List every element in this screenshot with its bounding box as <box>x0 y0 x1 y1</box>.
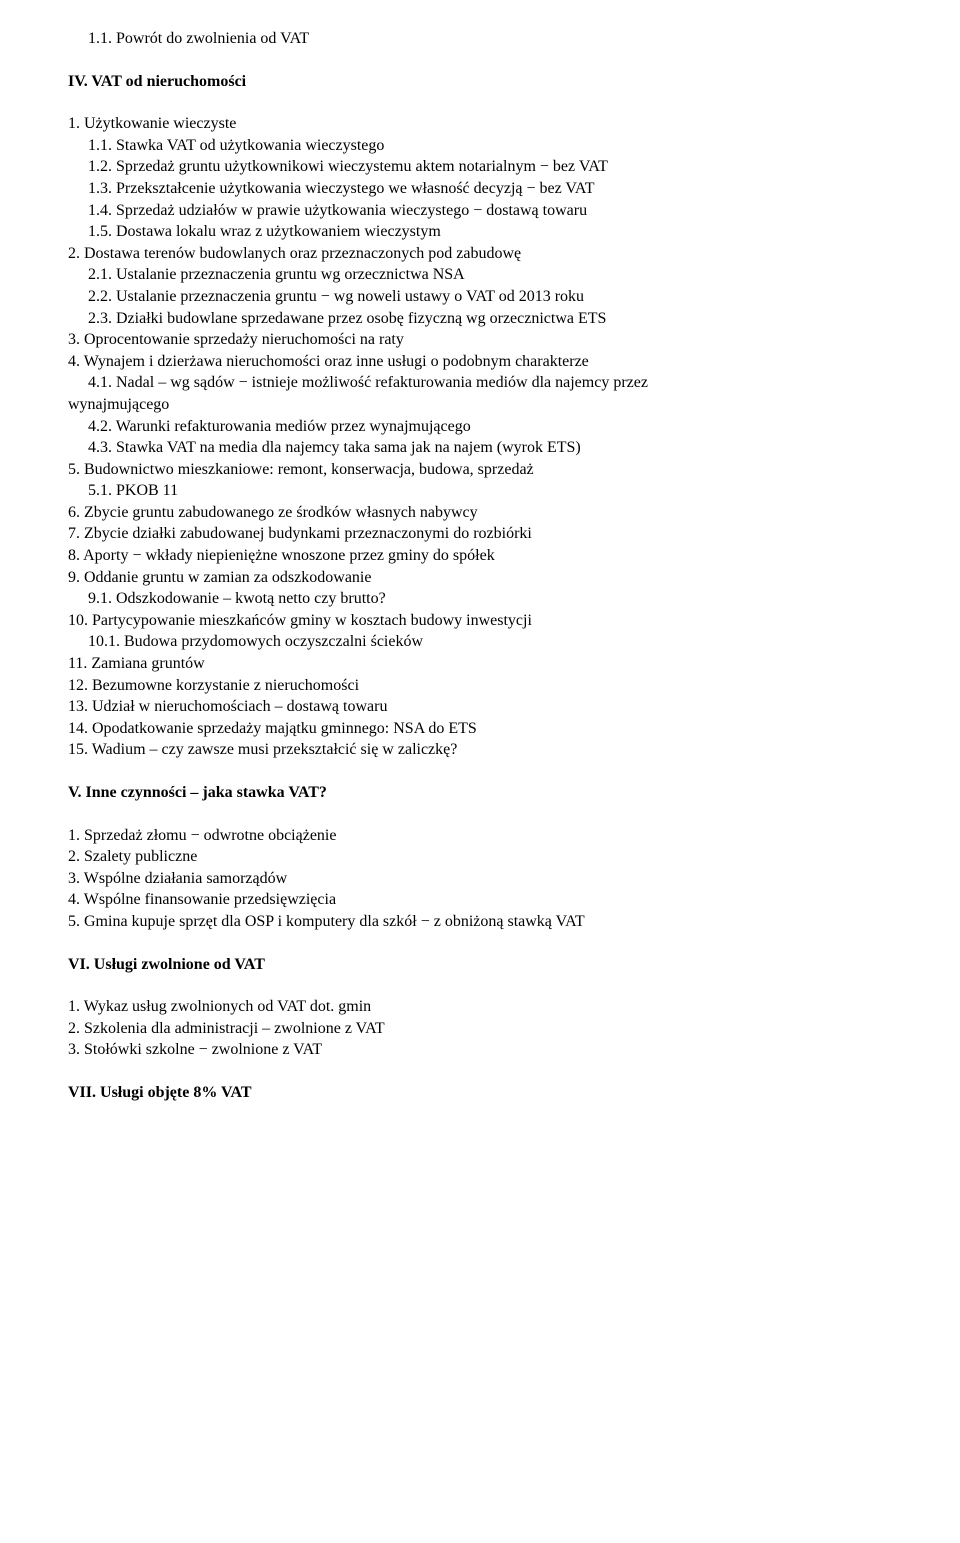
text-line: 10.1. Budowa przydomowych oczyszczalni ś… <box>68 631 940 653</box>
text-line: 14. Opodatkowanie sprzedaży majątku gmin… <box>68 718 940 740</box>
text-line: 1.1. Stawka VAT od użytkowania wieczyste… <box>68 135 940 157</box>
text-line: 9.1. Odszkodowanie – kwotą netto czy bru… <box>68 588 940 610</box>
text-line: 15. Wadium – czy zawsze musi przekształc… <box>68 739 940 761</box>
text-line: 3. Oprocentowanie sprzedaży nieruchomośc… <box>68 329 940 351</box>
text-line: 5. Budownictwo mieszkaniowe: remont, kon… <box>68 459 940 481</box>
text-line: 9. Oddanie gruntu w zamian za odszkodowa… <box>68 567 940 589</box>
blank-line <box>68 92 940 113</box>
blank-line <box>68 933 940 954</box>
text-line: 4.1. Nadal – wg sądów − istnieje możliwo… <box>68 372 940 394</box>
text-line: 2. Szkolenia dla administracji – zwolnio… <box>68 1018 940 1040</box>
text-line: 3. Wspólne działania samorządów <box>68 868 940 890</box>
text-line: 1. Użytkowanie wieczyste <box>68 113 940 135</box>
blank-line <box>68 761 940 782</box>
text-line: 7. Zbycie działki zabudowanej budynkami … <box>68 523 940 545</box>
text-line: 5. Gmina kupuje sprzęt dla OSP i kompute… <box>68 911 940 933</box>
section-heading: VI. Usługi zwolnione od VAT <box>68 954 940 976</box>
text-line: 3. Stołówki szkolne − zwolnione z VAT <box>68 1039 940 1061</box>
section-heading: VII. Usługi objęte 8% VAT <box>68 1082 940 1104</box>
text-line: 13. Udział w nieruchomościach – dostawą … <box>68 696 940 718</box>
text-line: 8. Aporty − wkłady niepieniężne wnoszone… <box>68 545 940 567</box>
text-line: 1. Wykaz usług zwolnionych od VAT dot. g… <box>68 996 940 1018</box>
blank-line <box>68 975 940 996</box>
text-line: 11. Zamiana gruntów <box>68 653 940 675</box>
text-line: 4. Wynajem i dzierżawa nieruchomości ora… <box>68 351 940 373</box>
blank-line <box>68 804 940 825</box>
section-heading: V. Inne czynności – jaka stawka VAT? <box>68 782 940 804</box>
text-line: 12. Bezumowne korzystanie z nieruchomośc… <box>68 675 940 697</box>
text-line: 2.3. Działki budowlane sprzedawane przez… <box>68 308 940 330</box>
blank-line <box>68 50 940 71</box>
text-line: 1. Sprzedaż złomu − odwrotne obciążenie <box>68 825 940 847</box>
document-body: 1.1. Powrót do zwolnienia od VAT IV. VAT … <box>68 28 940 1104</box>
text-line: 10. Partycypowanie mieszkańców gminy w k… <box>68 610 940 632</box>
text-line: 2.2. Ustalanie przeznaczenia gruntu − wg… <box>68 286 940 308</box>
text-line: 1.4. Sprzedaż udziałów w prawie użytkowa… <box>68 200 940 222</box>
text-line: 4. Wspólne finansowanie przedsięwzięcia <box>68 889 940 911</box>
section-heading: IV. VAT od nieruchomości <box>68 71 940 93</box>
text-line: 4.2. Warunki refakturowania mediów przez… <box>68 416 940 438</box>
text-line: 6. Zbycie gruntu zabudowanego ze środków… <box>68 502 940 524</box>
text-line: 1.5. Dostawa lokalu wraz z użytkowaniem … <box>68 221 940 243</box>
text-line: 4.3. Stawka VAT na media dla najemcy tak… <box>68 437 940 459</box>
text-line: 1.1. Powrót do zwolnienia od VAT <box>68 28 940 50</box>
text-line: 5.1. PKOB 11 <box>68 480 940 502</box>
text-line: 2.1. Ustalanie przeznaczenia gruntu wg o… <box>68 264 940 286</box>
text-line: 2. Szalety publiczne <box>68 846 940 868</box>
text-line: wynajmującego <box>68 394 940 416</box>
blank-line <box>68 1061 940 1082</box>
text-line: 1.2. Sprzedaż gruntu użytkownikowi wiecz… <box>68 156 940 178</box>
text-line: 2. Dostawa terenów budowlanych oraz prze… <box>68 243 940 265</box>
text-line: 1.3. Przekształcenie użytkowania wieczys… <box>68 178 940 200</box>
